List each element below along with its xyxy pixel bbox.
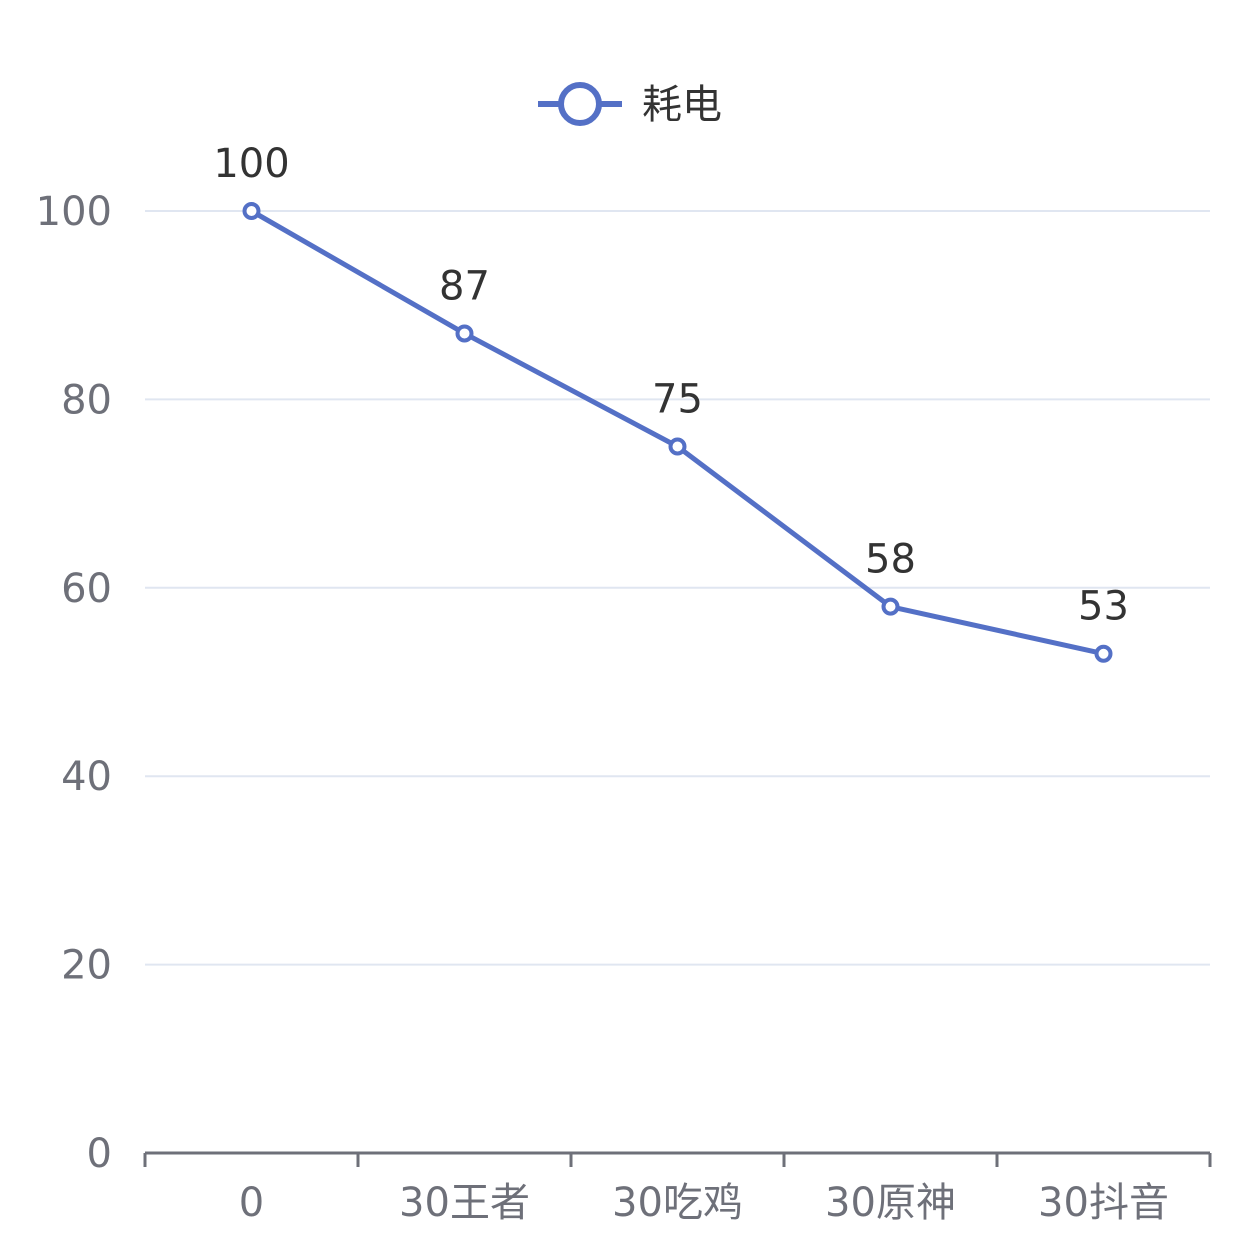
y-tick-label: 60 <box>61 566 112 612</box>
x-tick-label: 30抖音 <box>1038 1180 1169 1226</box>
data-label: 100 <box>213 141 289 187</box>
y-tick-label: 20 <box>61 943 112 989</box>
series-layer: 100 87 75 58 53 <box>213 141 1129 663</box>
y-axis: 0 20 40 60 80 100 <box>36 189 112 1177</box>
y-tick-label: 0 <box>87 1131 112 1177</box>
y-tick-label: 100 <box>36 189 112 235</box>
x-tick-label: 30王者 <box>399 1180 530 1226</box>
grid-lines <box>145 210 1210 966</box>
y-tick-label: 80 <box>61 377 112 423</box>
data-point[interactable] <box>881 597 900 616</box>
data-label: 53 <box>1078 584 1129 630</box>
legend[interactable]: 耗电 <box>538 82 722 128</box>
data-label: 75 <box>652 377 703 423</box>
data-label: 87 <box>439 263 490 309</box>
data-point[interactable] <box>242 202 261 220</box>
data-point[interactable] <box>455 324 474 343</box>
data-point[interactable] <box>668 437 687 456</box>
x-axis: 0 30王者 30吃鸡 30原神 30抖音 <box>143 1151 1212 1226</box>
x-tick-label: 30吃鸡 <box>612 1180 743 1226</box>
legend-marker-icon <box>558 82 602 126</box>
x-tick-label: 30原神 <box>825 1180 956 1226</box>
legend-label: 耗电 <box>642 82 722 128</box>
x-tick-label: 0 <box>239 1180 264 1226</box>
data-label: 58 <box>865 537 916 583</box>
data-point[interactable] <box>1094 644 1113 663</box>
y-tick-label: 40 <box>61 754 112 800</box>
